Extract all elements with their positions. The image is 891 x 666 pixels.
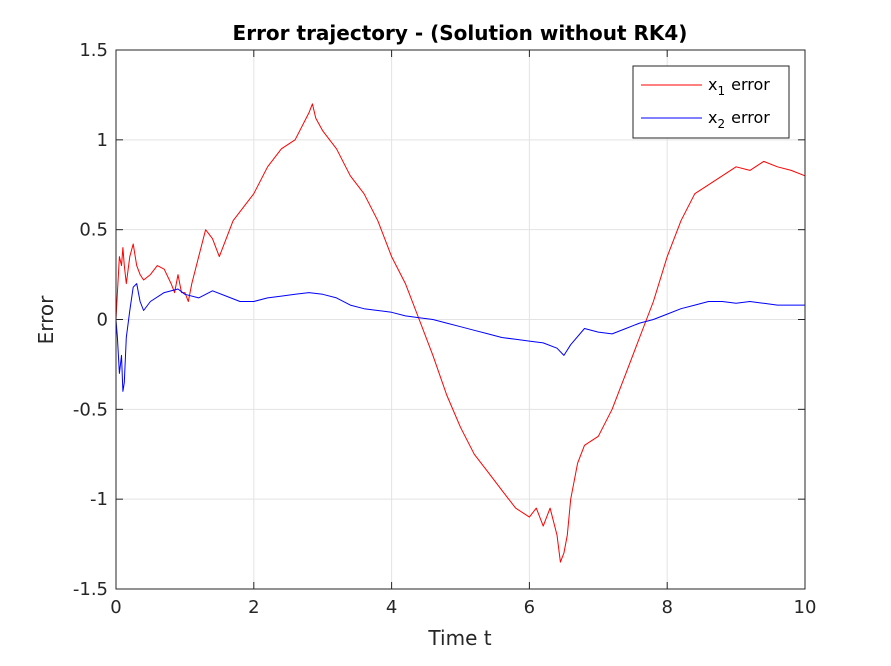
x-tick-label: 6: [524, 597, 535, 618]
legend-x2-base: x: [708, 108, 717, 127]
x-tick-labels: 0 2 4 6 8 10: [110, 597, 816, 618]
y-tick-label: 0.5: [79, 220, 108, 241]
x-tick-label: 8: [661, 597, 672, 618]
series-lines: [115, 103, 806, 563]
legend-x2-suffix: error: [731, 108, 770, 127]
legend-x1-sub: 1: [717, 84, 725, 98]
legend-label-x2: x2 error: [708, 108, 770, 131]
x-tick-label: 4: [386, 597, 397, 618]
legend-x1-suffix: error: [731, 75, 770, 94]
y-axis-label: Error: [34, 295, 58, 345]
x-tick-label: 0: [110, 597, 121, 618]
y-tick-label: -1.5: [73, 579, 108, 600]
y-tick-label: 1.5: [79, 40, 108, 61]
legend-box: [632, 65, 790, 139]
x-axis-label: Time t: [427, 626, 491, 650]
y-tick-label: 1: [97, 130, 108, 151]
legend-x2-sub: 2: [717, 117, 725, 131]
x-tick-label: 2: [248, 597, 259, 618]
series-line-x1-error: [115, 103, 806, 563]
y-tick-label: -0.5: [73, 399, 108, 420]
y-tick-labels: -1.5 -1 -0.5 0 0.5 1 1.5: [73, 40, 108, 600]
tick-marks: [115, 49, 806, 590]
y-tick-label: 0: [97, 310, 108, 331]
chart-title: Error trajectory - (Solution without RK4…: [233, 21, 688, 45]
series-line-x2-error: [115, 283, 805, 392]
legend-label-x1: x1 error: [708, 75, 770, 98]
y-tick-label: -1: [90, 489, 108, 510]
legend: x1 error x2 error: [632, 65, 790, 139]
x-tick-label: 10: [794, 597, 817, 618]
legend-x1-base: x: [708, 75, 717, 94]
